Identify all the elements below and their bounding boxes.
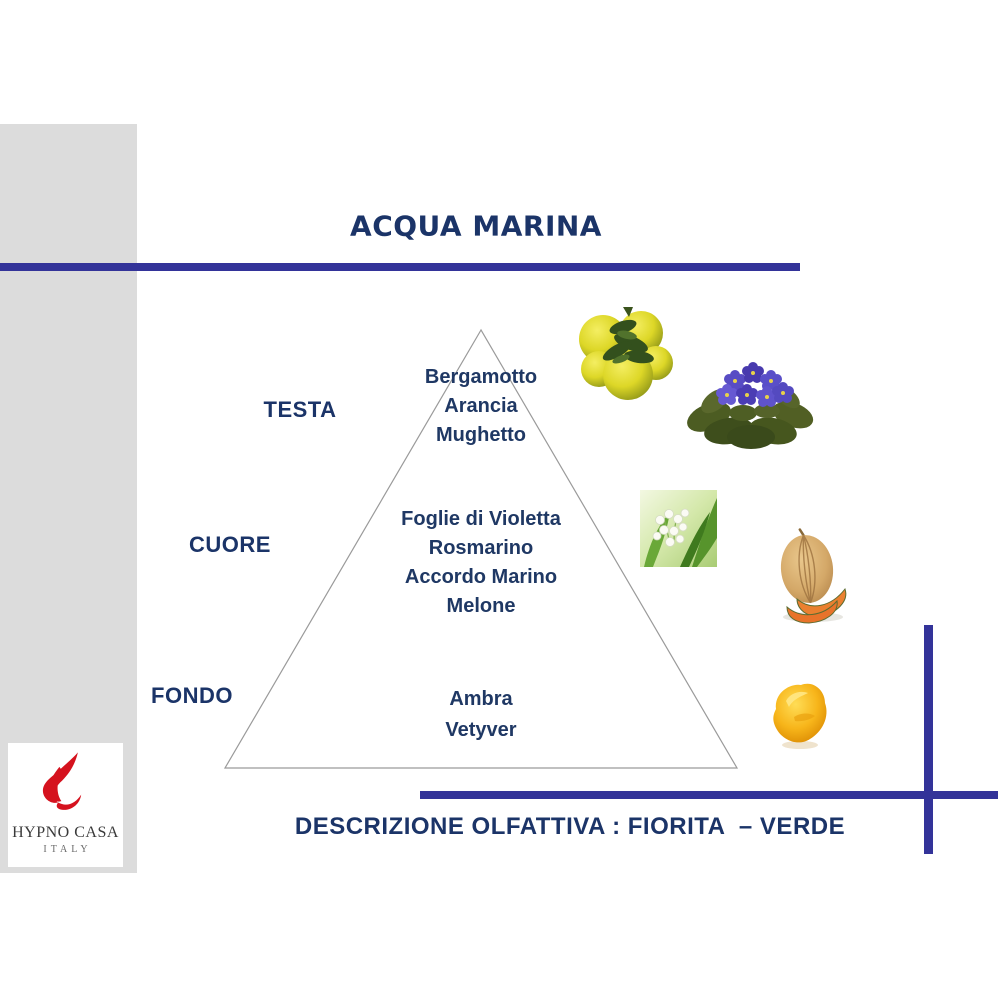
melon-photo (780, 528, 847, 624)
note-item: Arancia (444, 395, 518, 417)
note-item: Vetyver (445, 719, 517, 741)
bottom-accent-rule (420, 791, 998, 799)
fragrance-pyramid-outline (223, 328, 739, 769)
note-item: Foglie di Violetta (401, 508, 561, 530)
level-label-testa: TESTA (263, 397, 337, 422)
note-item: Bergamotto (424, 366, 538, 388)
brand-name: HYPNO CASA (12, 824, 119, 841)
brand-logo: HYPNO CASA ITALY (8, 743, 123, 867)
note-item: Ambra (449, 688, 513, 710)
top-accent-rule (0, 263, 800, 271)
hypno-casa-flame-icon (42, 752, 81, 810)
violet-flowers-photo (687, 362, 814, 449)
base-notes-list: Ambra Vetyver (445, 684, 516, 746)
olfactory-description: DESCRIZIONE OLFATTIVA : FIORITA – VERDE (294, 813, 846, 840)
note-item: Rosmarino (428, 537, 534, 559)
amber-resin-photo (773, 683, 827, 749)
right-accent-rule (924, 625, 933, 854)
level-label-cuore: CUORE (189, 532, 271, 557)
level-label-fondo: FONDO (151, 683, 233, 708)
bergamot-fruits-photo (579, 307, 673, 400)
slide-title: ACQUA MARINA (350, 209, 602, 243)
note-item: Mughetto (436, 424, 526, 446)
brand-country: ITALY (43, 844, 92, 855)
heart-notes-list: Foglie di Violetta Rosmarino Accordo Mar… (401, 505, 561, 621)
top-notes-list: Bergamotto Arancia Mughetto (425, 363, 537, 450)
lily-of-the-valley-photo (640, 490, 717, 567)
note-item: Accordo Marino (404, 566, 558, 588)
note-item: Melone (446, 595, 516, 617)
